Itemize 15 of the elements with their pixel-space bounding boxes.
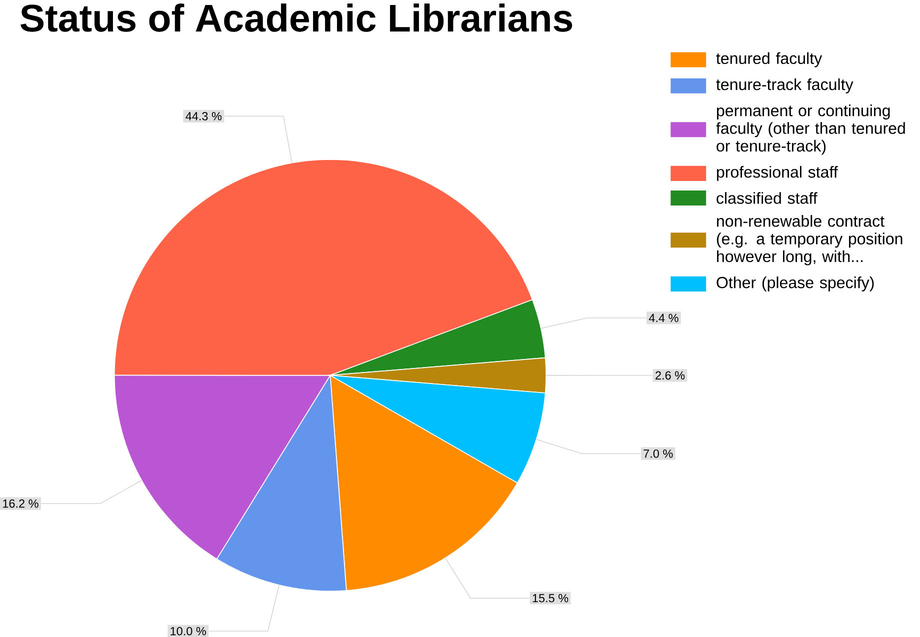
legend-label: tenure-track faculty <box>716 78 854 94</box>
legend-label: permanent or continuing faculty (other than tenured or tenure-track) <box>716 104 905 155</box>
legend-label: non-renewable contract (e.g. a temporary position however long, with... <box>716 214 902 266</box>
data-label: 2.6 % <box>656 371 685 380</box>
chart-title: Status of Academic Librarians <box>20 3 572 32</box>
data-label: 7.0 % <box>644 449 673 458</box>
data-label: 15.5 % <box>532 594 568 602</box>
data-label: 4.4 % <box>648 314 678 322</box>
legend-label: professional staff <box>717 166 838 181</box>
legend-label: tenured faculty <box>716 52 822 67</box>
data-label: 16.2 % <box>3 499 38 508</box>
legend-label: classified staff <box>716 192 818 204</box>
data-label: 10.0 % <box>170 626 206 636</box>
legend-label: Other (please specify) <box>716 276 874 292</box>
data-label: 44.3 % <box>186 112 222 120</box>
